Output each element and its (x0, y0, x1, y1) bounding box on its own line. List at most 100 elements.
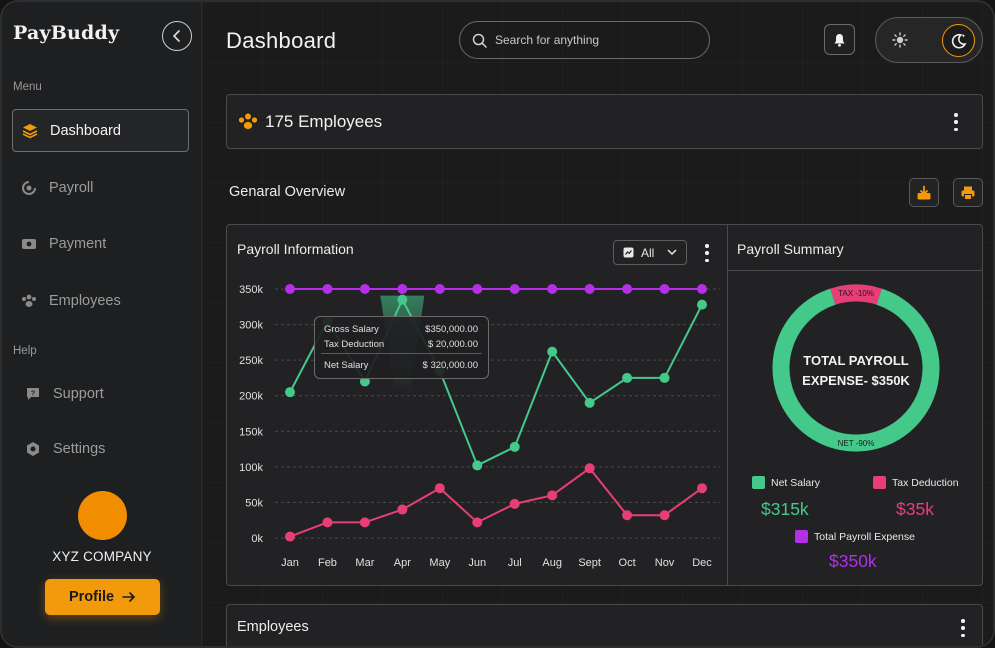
chart-icon (623, 247, 634, 258)
tax-deduction-point (622, 510, 633, 521)
light-mode-button[interactable] (890, 30, 910, 50)
profile-button-label: Profile (68, 589, 115, 605)
brand-logo: PayBuddy (13, 22, 120, 44)
tax-deduction-value: $35k (896, 499, 934, 519)
net-salary-point (509, 441, 520, 452)
gross-salary-point (434, 284, 445, 294)
sidebar-item-dashboard[interactable]: Dashboard (12, 109, 189, 152)
legend-swatch (873, 476, 886, 489)
panel-divider (727, 225, 728, 585)
employees-icon (238, 113, 258, 130)
sidebar-item-label: Payment (49, 235, 107, 252)
x-tick-label: Apr (394, 557, 411, 569)
x-tick-label: Feb (318, 557, 337, 569)
overview-title: Genaral Overview (229, 184, 346, 200)
employees-section-title: Employees (237, 619, 309, 635)
series-filter-select[interactable]: All (613, 240, 687, 265)
x-tick-label: Jul (508, 557, 522, 569)
legend-label: Tax Deduction (892, 476, 959, 489)
search-input[interactable] (495, 33, 685, 47)
sidebar-item-label: Employees (49, 292, 121, 309)
sidebar-item-label: Payroll (49, 179, 94, 196)
notifications-button[interactable] (824, 24, 855, 55)
sidebar-item-payment[interactable]: Payment (12, 222, 189, 265)
gross-salary-point (584, 284, 595, 294)
gross-salary-point (659, 284, 670, 294)
support-icon: ? (24, 385, 42, 403)
tax-deduction-point (359, 517, 370, 528)
tooltip-value: $ 320,000.00 (422, 360, 478, 371)
sidebar-item-settings[interactable]: Settings (12, 427, 189, 470)
y-tick-label: 250k (239, 355, 263, 367)
legend-total-payroll: Total Payroll Expense (795, 530, 915, 543)
series-filter-value: All (641, 245, 655, 260)
tooltip-label: Tax Deduction (324, 339, 385, 350)
sidebar-item-payroll[interactable]: Payroll (12, 166, 189, 209)
donut-center-line2: EXPENSE- $350K (802, 373, 910, 388)
tooltip-row-gross: Gross Salary $350,000.00 (324, 324, 478, 335)
download-button[interactable] (909, 178, 939, 207)
x-tick-label: Sept (578, 557, 601, 569)
donut-tax-label: TAX -10% (838, 289, 874, 298)
tax-deduction-point (397, 504, 408, 515)
x-tick-label: Dec (692, 557, 712, 569)
y-tick-label: 200k (239, 391, 263, 403)
sidebar-item-employees[interactable]: Employees (12, 279, 189, 322)
payroll-summary-title: Payroll Summary (737, 241, 844, 257)
y-tick-label: 350k (239, 284, 263, 296)
gross-salary-point (472, 284, 483, 294)
gross-salary-point (509, 284, 520, 294)
tooltip-label: Net Salary (324, 360, 369, 371)
search-icon (472, 33, 487, 48)
print-button[interactable] (953, 178, 983, 207)
gross-salary-point (697, 284, 707, 294)
tax-deduction-point (434, 483, 445, 494)
net-salary-point (659, 372, 670, 383)
chart-more-button[interactable] (700, 242, 714, 264)
employee-count: 175 Employees (265, 112, 383, 131)
legend-net-salary: Net Salary (752, 476, 820, 489)
total-payroll-value: $350k (829, 551, 877, 571)
employee-count-card: 175 Employees (226, 94, 983, 149)
chevron-down-icon (667, 249, 677, 256)
profile-button[interactable]: Profile (45, 579, 160, 615)
gross-salary-point (547, 284, 558, 294)
net-salary-point (547, 346, 558, 357)
download-icon (917, 185, 931, 199)
tax-deduction-point (472, 517, 483, 528)
svg-text:?: ? (31, 390, 35, 397)
net-salary-point (697, 299, 707, 310)
chevron-left-icon (172, 30, 180, 42)
net-salary-point (472, 460, 483, 471)
legend-label: Total Payroll Expense (814, 530, 915, 543)
tax-deduction-point (509, 498, 520, 509)
payroll-icon (20, 179, 38, 197)
payroll-card: Payroll Information All 0k 50k 100k 150k 200… (226, 224, 983, 586)
sidebar-item-support[interactable]: ? Support (12, 372, 189, 415)
tooltip-label: Gross Salary (324, 324, 379, 335)
dark-mode-button[interactable] (942, 24, 975, 57)
donut-center-line1: TOTAL PAYROLL (803, 353, 909, 368)
collapse-sidebar-button[interactable] (162, 21, 192, 51)
tooltip-value: $350,000.00 (425, 324, 478, 335)
employees-section-more-button[interactable] (956, 617, 970, 639)
bell-icon (834, 33, 845, 47)
payroll-line-chart: 0k 50k 100k 150k 200k 250k 300k 350k Jan Feb Mar Ap… (239, 284, 720, 569)
avatar[interactable] (78, 491, 127, 540)
employees-more-button[interactable] (949, 111, 963, 133)
tax-deduction-point (697, 483, 707, 494)
sidebar-item-label: Support (53, 385, 104, 402)
tax-deduction-line (289, 466, 703, 538)
net-salary-point (285, 387, 295, 398)
payment-icon (20, 235, 38, 253)
y-tick-label: 300k (239, 320, 263, 332)
donut-net-label: NET -90% (838, 439, 875, 448)
sun-icon (892, 32, 908, 48)
theme-toggle[interactable] (875, 17, 983, 63)
tax-deduction-point (547, 490, 558, 501)
y-tick-label: 50k (245, 497, 263, 509)
x-tick-label: Mar (355, 557, 374, 569)
search-bar[interactable] (459, 21, 710, 59)
legend-tax-deduction: Tax Deduction (873, 476, 959, 489)
tax-deduction-point (322, 517, 333, 528)
